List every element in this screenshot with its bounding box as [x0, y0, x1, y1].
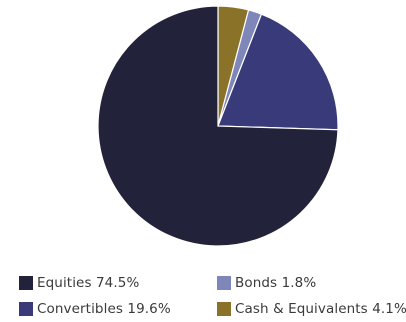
pie-slice-equities [97, 5, 339, 247]
pie-slice-convertibles [217, 13, 339, 131]
pie-slices-group [97, 5, 339, 247]
